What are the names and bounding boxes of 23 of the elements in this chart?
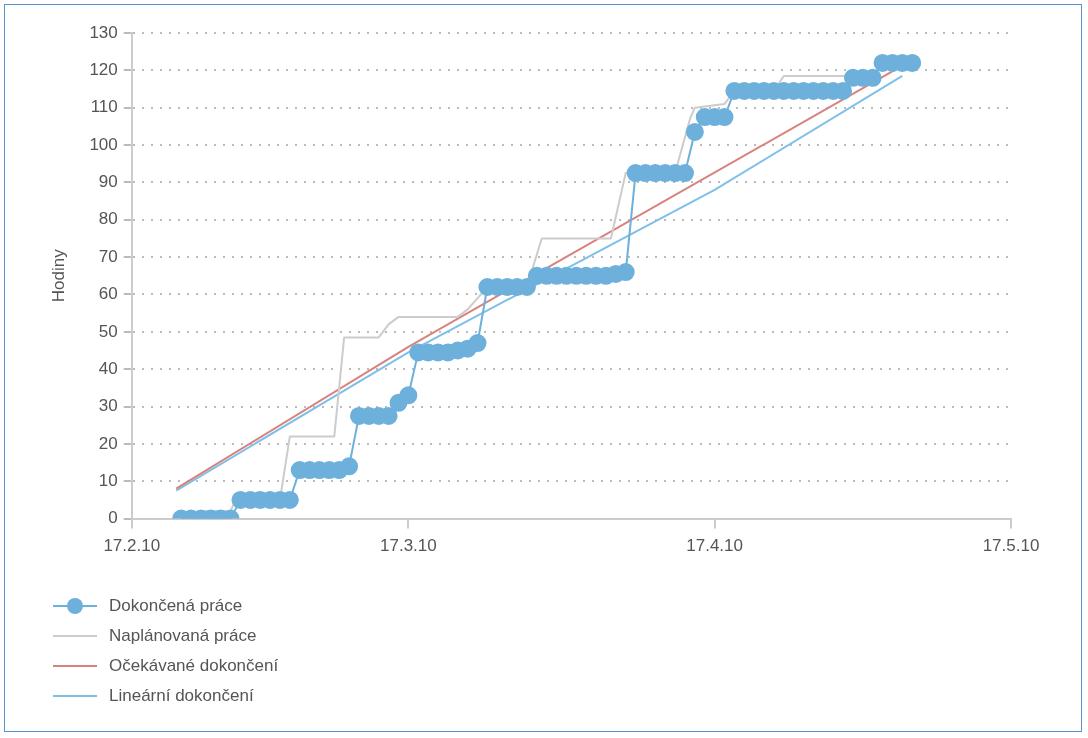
y-tick-label: 60 <box>98 284 118 304</box>
y-tick-label: 10 <box>98 470 118 490</box>
y-tick-label: 70 <box>98 246 118 266</box>
x-tick-label: 17.3.10 <box>380 536 437 556</box>
legend-label: Naplánovaná práce <box>109 626 257 646</box>
legend-label: Dokončená práce <box>109 596 243 616</box>
y-tick-label: 80 <box>98 209 118 229</box>
y-tick-label: 20 <box>98 433 118 453</box>
y-tick-label: 30 <box>98 396 118 416</box>
y-tick-label: 0 <box>108 508 118 528</box>
y-tick-label: 100 <box>89 134 118 154</box>
x-tick-label: 17.4.10 <box>686 536 743 556</box>
y-tick-label: 40 <box>98 358 118 378</box>
x-tick-label: 17.2.10 <box>103 536 161 556</box>
y-tick-label: 50 <box>98 321 118 341</box>
y-tick-label: 90 <box>98 172 118 192</box>
legend-label: Lineární dokončení <box>109 686 254 706</box>
y-tick-label: 110 <box>90 97 118 117</box>
y-tick-label: 130 <box>89 22 118 42</box>
y-tick-label: 120 <box>89 60 118 80</box>
legend-label: Očekávané dokončení <box>109 656 279 676</box>
y-axis-title: Hodiny <box>48 248 68 303</box>
x-tick-label: 17.5.10 <box>982 536 1040 556</box>
